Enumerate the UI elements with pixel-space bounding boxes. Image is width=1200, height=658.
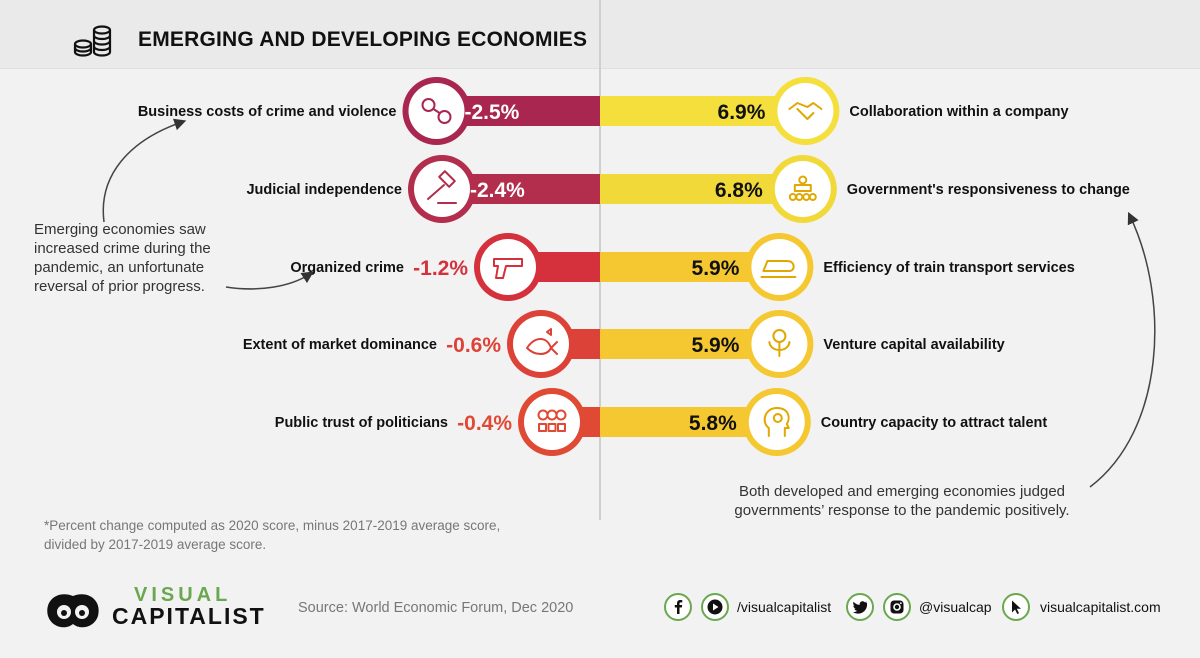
logo-mark-icon: [47, 594, 99, 628]
train-icon: [760, 260, 797, 278]
category-label-positive-3: Venture capital availability: [823, 337, 1004, 353]
value-label-positive-4: 5.8%: [689, 412, 737, 435]
social-handle-visualcapitalist[interactable]: /visualcapitalist: [737, 599, 832, 615]
value-label-positive-1: 6.8%: [715, 179, 763, 202]
value-label-negative-3: -0.6%: [446, 334, 501, 357]
social-group-website: visualcapitalist.com: [1002, 593, 1182, 623]
left-annotation-arrow-right: [225, 271, 314, 290]
brand-line-2: CAPITALIST: [112, 603, 266, 629]
left-annotation-arrow-up: [102, 118, 187, 223]
value-label-negative-2: -1.2%: [413, 257, 468, 280]
category-label-positive-1: Government's responsiveness to change: [847, 182, 1130, 198]
category-label-positive-2: Efficiency of train transport services: [823, 260, 1074, 276]
value-label-negative-0: -2.5%: [465, 101, 520, 124]
category-label-negative-1: Judicial independence: [246, 182, 402, 198]
bar-positive-0: [600, 96, 780, 126]
talent-head-icon: [763, 407, 790, 437]
gavel-icon: [427, 170, 457, 204]
icon-disc-positive-1: [774, 161, 831, 217]
twitter-icon[interactable]: [846, 593, 874, 621]
instagram-icon[interactable]: [883, 593, 911, 621]
category-label-negative-4: Public trust of politicians: [275, 415, 448, 431]
source-text: Source: World Economic Forum, Dec 2020: [298, 600, 574, 616]
icon-disc-positive-2: [751, 239, 808, 295]
icon-disc-negative-3: [513, 316, 569, 372]
page-title: EMERGING AND DEVELOPING ECONOMIES: [138, 28, 588, 51]
value-label-negative-4: -0.4%: [457, 412, 512, 435]
brand-line-1: VISUAL: [134, 584, 232, 606]
value-label-positive-2: 5.9%: [692, 257, 740, 280]
rating-faces-icon: [537, 409, 567, 432]
website-link[interactable]: visualcapitalist.com: [1040, 599, 1161, 615]
money-plant-icon: [768, 329, 791, 357]
social-group-visualcapitalist: /visualcapitalist: [664, 593, 844, 623]
meeting-icon: [788, 175, 817, 201]
category-label-negative-3: Extent of market dominance: [243, 337, 437, 353]
bar-negative-2: [534, 252, 600, 282]
icon-disc-positive-0: [777, 83, 834, 139]
big-fish-icon: [526, 328, 558, 355]
youtube-icon[interactable]: [701, 593, 729, 621]
category-label-negative-0: Business costs of crime and violence: [138, 104, 397, 120]
category-label-negative-2: Organized crime: [290, 260, 404, 276]
footnote: *Percent change computed as 2020 score, …: [44, 518, 501, 552]
bar-negative-0: [462, 96, 600, 126]
visual-capitalist-logo: VISUAL CAPITALIST: [42, 582, 264, 642]
value-label-negative-1: -2.4%: [470, 179, 525, 202]
category-label-positive-4: Country capacity to attract talent: [821, 415, 1048, 431]
left-annotation: Emerging economies saw increased crime d…: [34, 221, 211, 295]
value-label-positive-3: 5.9%: [692, 334, 740, 357]
right-annotation-arrow-up: [1089, 211, 1156, 488]
coins-icon: [73, 25, 112, 57]
bar-negative-1: [468, 174, 600, 204]
cursor-icon[interactable]: [1002, 593, 1030, 621]
social-handle-visualcap[interactable]: @visualcap: [919, 599, 992, 615]
icon-disc-negative-1: [414, 161, 470, 217]
category-label-positive-0: Collaboration within a company: [849, 104, 1068, 120]
facebook-icon[interactable]: [664, 593, 692, 621]
value-label-positive-0: 6.9%: [718, 101, 766, 124]
icon-disc-negative-4: [524, 394, 580, 450]
social-group-visualcap: @visualcap: [846, 593, 996, 623]
bar-positive-2: [600, 252, 754, 282]
bar-positive-4: [600, 407, 751, 437]
right-annotation: Both developed and emerging economies ju…: [734, 483, 1070, 519]
bar-positive-1: [600, 174, 777, 204]
handshake-icon: [788, 102, 823, 120]
bar-positive-3: [600, 329, 754, 359]
pistol-icon: [493, 258, 523, 279]
handcuffs-icon: [421, 98, 452, 124]
